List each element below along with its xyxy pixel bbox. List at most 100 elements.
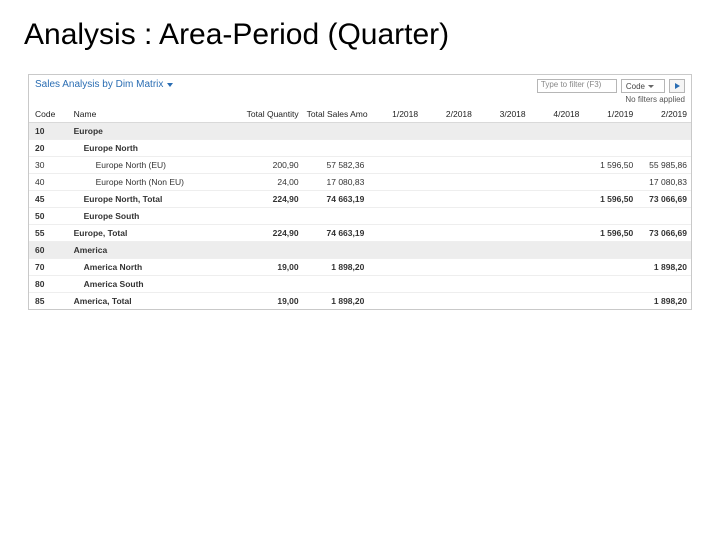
cell-value bbox=[422, 242, 476, 259]
cell-value bbox=[583, 293, 637, 310]
cell-value bbox=[583, 174, 637, 191]
cell-value: 24,00 bbox=[237, 174, 303, 191]
cell-name: Europe North (EU) bbox=[70, 157, 237, 174]
cell-value bbox=[637, 276, 691, 293]
cell-code: 40 bbox=[29, 174, 70, 191]
cell-value bbox=[530, 191, 584, 208]
cell-value bbox=[303, 276, 369, 293]
cell-code: 10 bbox=[29, 123, 70, 140]
table-row[interactable]: 45Europe North, Total224,9074 663,191 59… bbox=[29, 191, 691, 208]
sort-select[interactable]: Code bbox=[621, 79, 665, 93]
cell-value: 17 080,83 bbox=[637, 174, 691, 191]
table-row[interactable]: 60America bbox=[29, 242, 691, 259]
cell-value bbox=[422, 276, 476, 293]
cell-code: 45 bbox=[29, 191, 70, 208]
cell-value bbox=[637, 140, 691, 157]
cell-name: Europe bbox=[70, 123, 237, 140]
cell-value bbox=[476, 208, 530, 225]
col-period-4[interactable]: 4/2018 bbox=[530, 106, 584, 123]
cell-value bbox=[422, 157, 476, 174]
cell-value bbox=[368, 174, 422, 191]
panel-title[interactable]: Sales Analysis by Dim Matrix bbox=[35, 79, 173, 90]
sort-select-label: Code bbox=[626, 82, 645, 91]
cell-name: Europe North (Non EU) bbox=[70, 174, 237, 191]
arrow-right-icon bbox=[675, 83, 680, 89]
cell-value bbox=[237, 208, 303, 225]
cell-code: 70 bbox=[29, 259, 70, 276]
col-total-quantity[interactable]: Total Quantity bbox=[237, 106, 303, 123]
cell-value bbox=[583, 259, 637, 276]
table-header-row: Code Name Total Quantity Total Sales Amo… bbox=[29, 106, 691, 123]
caret-down-icon bbox=[167, 83, 173, 87]
cell-value bbox=[476, 225, 530, 242]
cell-value bbox=[530, 157, 584, 174]
col-name[interactable]: Name bbox=[70, 106, 237, 123]
cell-value bbox=[303, 242, 369, 259]
col-period-3[interactable]: 3/2018 bbox=[476, 106, 530, 123]
filter-input[interactable]: Type to filter (F3) bbox=[537, 79, 617, 93]
cell-value bbox=[476, 276, 530, 293]
analysis-panel: Sales Analysis by Dim Matrix Type to fil… bbox=[28, 74, 692, 310]
cell-name: Europe North bbox=[70, 140, 237, 157]
cell-code: 80 bbox=[29, 276, 70, 293]
cell-name: America South bbox=[70, 276, 237, 293]
chevron-down-icon bbox=[648, 85, 654, 88]
cell-value: 74 663,19 bbox=[303, 191, 369, 208]
table-row[interactable]: 70America North19,001 898,201 898,20 bbox=[29, 259, 691, 276]
cell-value bbox=[422, 259, 476, 276]
table-row[interactable]: 85America, Total19,001 898,201 898,20 bbox=[29, 293, 691, 310]
table-row[interactable]: 10Europe bbox=[29, 123, 691, 140]
table-row[interactable]: 30Europe North (EU)200,9057 582,361 596,… bbox=[29, 157, 691, 174]
table-row[interactable]: 55Europe, Total224,9074 663,191 596,5073… bbox=[29, 225, 691, 242]
table-row[interactable]: 40Europe North (Non EU)24,0017 080,8317 … bbox=[29, 174, 691, 191]
cell-value: 224,90 bbox=[237, 225, 303, 242]
cell-value bbox=[422, 191, 476, 208]
table-row[interactable]: 50Europe South bbox=[29, 208, 691, 225]
col-period-2[interactable]: 2/2018 bbox=[422, 106, 476, 123]
cell-name: Europe, Total bbox=[70, 225, 237, 242]
cell-value: 1 596,50 bbox=[583, 225, 637, 242]
cell-value: 19,00 bbox=[237, 293, 303, 310]
cell-value bbox=[237, 276, 303, 293]
cell-value bbox=[368, 242, 422, 259]
panel-title-text: Sales Analysis by Dim Matrix bbox=[35, 79, 163, 90]
col-period-5[interactable]: 1/2019 bbox=[583, 106, 637, 123]
cell-value bbox=[422, 174, 476, 191]
cell-value: 1 596,50 bbox=[583, 191, 637, 208]
cell-value bbox=[476, 259, 530, 276]
cell-value bbox=[422, 293, 476, 310]
cell-value: 224,90 bbox=[237, 191, 303, 208]
cell-value bbox=[530, 140, 584, 157]
cell-value bbox=[530, 174, 584, 191]
cell-value bbox=[303, 123, 369, 140]
col-period-1[interactable]: 1/2018 bbox=[368, 106, 422, 123]
cell-code: 50 bbox=[29, 208, 70, 225]
cell-value bbox=[368, 123, 422, 140]
cell-code: 55 bbox=[29, 225, 70, 242]
cell-value: 74 663,19 bbox=[303, 225, 369, 242]
cell-name: Europe South bbox=[70, 208, 237, 225]
cell-value bbox=[637, 242, 691, 259]
cell-value bbox=[237, 140, 303, 157]
col-total-sales-amount[interactable]: Total Sales Amount bbox=[303, 106, 369, 123]
col-code[interactable]: Code bbox=[29, 106, 70, 123]
apply-filter-button[interactable] bbox=[669, 79, 685, 93]
panel-header: Sales Analysis by Dim Matrix Type to fil… bbox=[29, 75, 691, 106]
table-row[interactable]: 20Europe North bbox=[29, 140, 691, 157]
cell-value bbox=[237, 123, 303, 140]
cell-value: 17 080,83 bbox=[303, 174, 369, 191]
cell-value bbox=[476, 123, 530, 140]
cell-value bbox=[583, 242, 637, 259]
table-row[interactable]: 80America South bbox=[29, 276, 691, 293]
cell-value bbox=[237, 242, 303, 259]
cell-value bbox=[530, 123, 584, 140]
cell-value bbox=[583, 276, 637, 293]
cell-value bbox=[530, 225, 584, 242]
cell-value bbox=[368, 225, 422, 242]
col-period-6[interactable]: 2/2019 bbox=[637, 106, 691, 123]
cell-value bbox=[368, 293, 422, 310]
cell-code: 20 bbox=[29, 140, 70, 157]
cell-value bbox=[637, 123, 691, 140]
cell-value: 1 898,20 bbox=[303, 259, 369, 276]
cell-value bbox=[303, 208, 369, 225]
